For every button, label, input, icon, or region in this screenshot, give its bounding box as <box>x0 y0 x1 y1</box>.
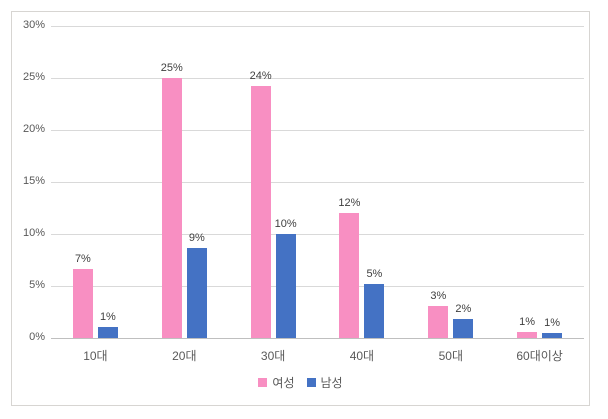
data-label: 25% <box>160 62 183 74</box>
data-label: 7% <box>74 253 91 265</box>
y-tick-label: 25% <box>22 71 45 83</box>
legend-item: 남성 <box>306 374 343 391</box>
legend-swatch-icon <box>258 378 268 387</box>
data-label: 9% <box>188 232 205 244</box>
y-tick-label: 10% <box>22 227 45 239</box>
data-label: 5% <box>366 268 383 280</box>
x-tick-label: 50대 <box>438 349 463 363</box>
x-tick-label: 30대 <box>260 349 286 363</box>
bar-series1-cat2 <box>275 234 296 338</box>
legend-item: 여성 <box>258 374 295 391</box>
legend: 여성 남성 <box>12 374 589 391</box>
bar-series0-cat3 <box>339 213 360 338</box>
bar-series0-cat4 <box>428 306 449 338</box>
legend-label: 여성 <box>272 376 295 390</box>
x-tick-label: 60대이상 <box>516 349 563 363</box>
y-tick-label: 30% <box>22 19 45 31</box>
plot-area: 7% 1% 25% 9% 24% 10% 12% 5% 3% 2% 1% 1% <box>51 26 584 339</box>
bar-series0-cat0 <box>72 269 93 338</box>
data-label: 1% <box>519 316 536 328</box>
x-axis-line <box>51 338 584 339</box>
data-label: 1% <box>99 311 116 323</box>
gridline <box>51 286 584 287</box>
y-tick-label: 0% <box>29 331 45 343</box>
x-tick-label: 40대 <box>349 349 375 363</box>
gridline <box>51 234 584 235</box>
bar-series0-cat1 <box>161 78 182 338</box>
gridline <box>51 130 584 131</box>
data-label: 1% <box>544 317 561 329</box>
bar-series1-cat0 <box>97 327 118 338</box>
chart-frame: 7% 1% 25% 9% 24% 10% 12% 5% 3% 2% 1% 1% 0% 5% 10% 15% 2… <box>11 11 590 406</box>
legend-label: 남성 <box>320 376 343 390</box>
y-tick-label: 15% <box>22 175 45 187</box>
data-label: 24% <box>249 70 272 82</box>
gridline <box>51 26 584 27</box>
bar-series1-cat1 <box>186 248 207 338</box>
gridline <box>51 182 584 183</box>
y-tick-label: 5% <box>29 279 45 291</box>
bar-series0-cat5 <box>517 332 538 338</box>
data-label: 3% <box>430 290 447 302</box>
bar-series0-cat2 <box>250 86 271 338</box>
y-tick-label: 20% <box>22 123 45 135</box>
data-label: 2% <box>455 303 472 315</box>
bar-series1-cat4 <box>453 319 474 338</box>
x-tick-label: 20대 <box>172 349 197 363</box>
gridline <box>51 78 584 79</box>
x-tick-label: 10대 <box>83 349 108 363</box>
legend-swatch-icon <box>306 378 316 387</box>
data-label: 12% <box>338 197 361 209</box>
bar-series1-cat5 <box>542 333 563 338</box>
bar-series1-cat3 <box>364 284 385 338</box>
data-label: 10% <box>274 218 297 230</box>
